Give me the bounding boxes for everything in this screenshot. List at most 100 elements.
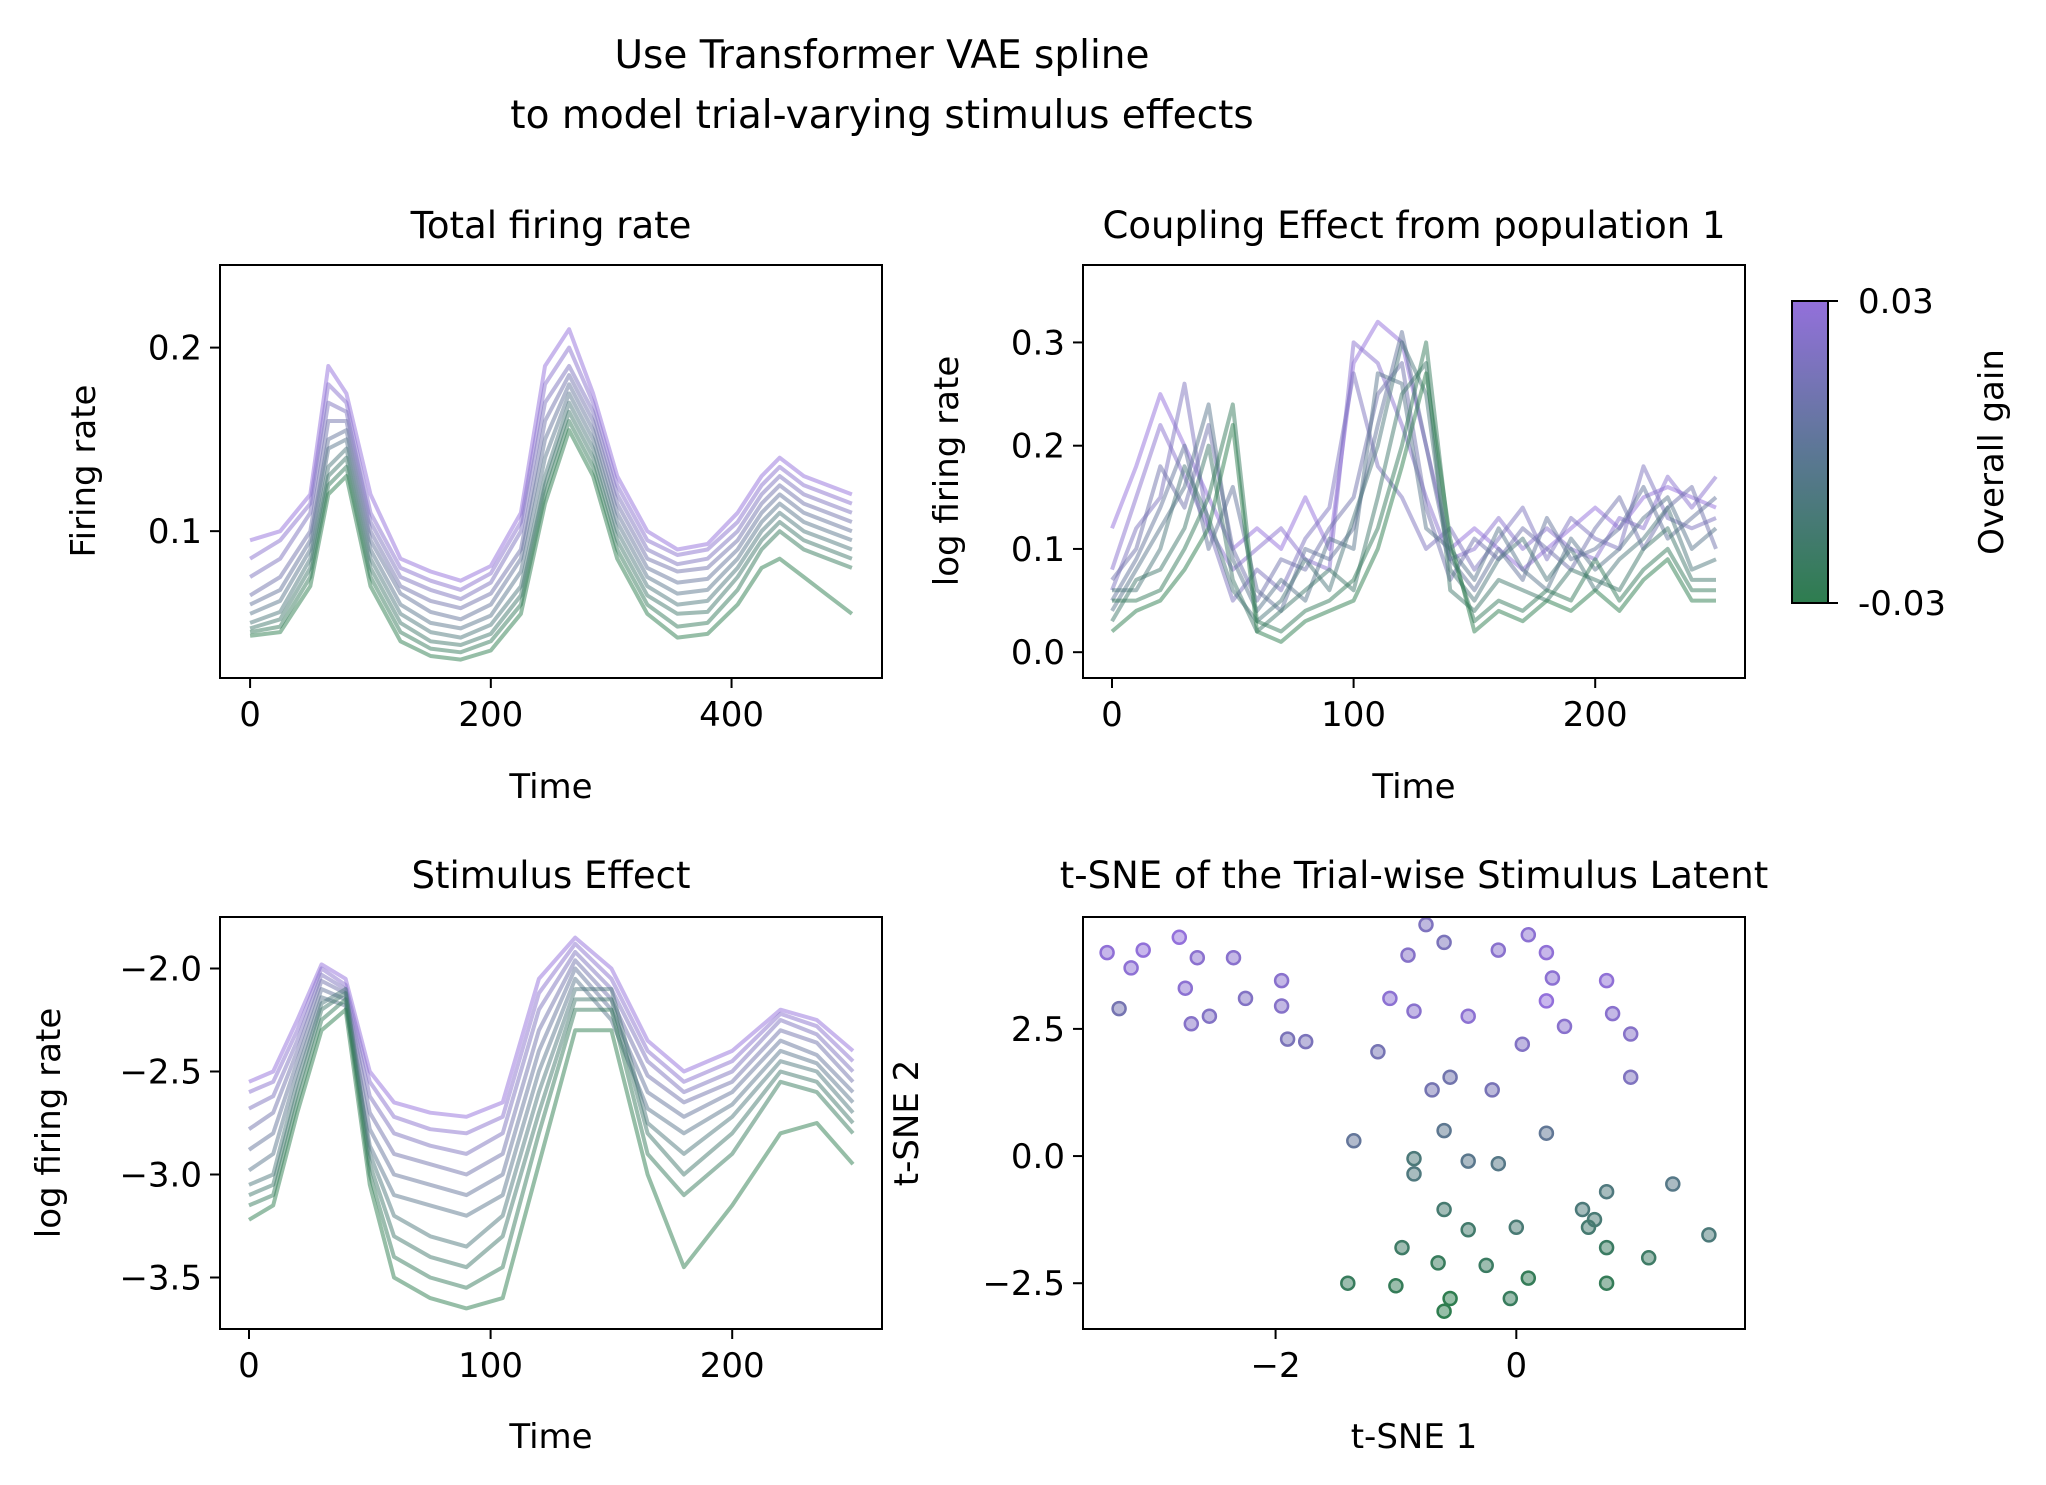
scatter-point-22: [1424, 1082, 1440, 1098]
series-line-2: [249, 364, 853, 602]
series-line-5: [249, 391, 853, 631]
x-axis-label: Time: [508, 1417, 592, 1457]
scatter-point-47: [1430, 1255, 1446, 1271]
x-tick-label: 100: [1321, 695, 1386, 735]
x-axis-label: Time: [508, 767, 592, 807]
scatter-point-1: [1111, 1000, 1127, 1017]
scatter-point-55: [1574, 1201, 1591, 1218]
panel-title: t-SNE of the Trial-wise Stimulus Latent: [1060, 854, 1768, 897]
series-line-1: [248, 941, 855, 1136]
plot-area: [247, 935, 855, 1311]
total-firing-rate-panel: Total firing rate 0 200 400 0.1 0.2 Time Fir…: [64, 204, 883, 807]
y-axis-label: log firing rate: [29, 1008, 69, 1238]
scatter-point-26: [1490, 942, 1507, 958]
scatter-point-61: [1640, 1250, 1657, 1266]
scatter-point-40: [1436, 1122, 1452, 1139]
axes-frame: [219, 916, 883, 1330]
x-tick-label: 0: [1101, 695, 1123, 735]
plot-area: [1110, 319, 1718, 644]
series-line-3: [247, 958, 855, 1177]
scatter-point-15: [1346, 1133, 1362, 1149]
stimulus-effect-panel: Stimulus Effect 0 100 200−2.0−2.5−3.0−3.5 …: [29, 854, 883, 1457]
y-tick-label: −2.5: [982, 1264, 1065, 1304]
scatter-point-62: [1665, 1176, 1681, 1192]
tick-marks: 0 100 200 0.0 0.1 0.2 0.3: [1011, 323, 1628, 735]
panel-title: Coupling Effect from population 1: [1103, 204, 1726, 247]
scatter-point-45: [1394, 1239, 1410, 1256]
series-line-4: [247, 966, 855, 1198]
series-line-6: [1112, 340, 1717, 624]
series-line-3: [1110, 361, 1718, 603]
scatter-point-49: [1520, 1270, 1537, 1286]
scatter-point-30: [1544, 970, 1561, 986]
y-axis-label: t-SNE 2: [887, 1060, 927, 1187]
x-tick-label: 0: [1505, 1346, 1527, 1386]
scatter-point-28: [1520, 927, 1537, 943]
scatter-point-51: [1388, 1278, 1404, 1294]
scatter-point-20: [1418, 916, 1434, 933]
scatter-point-57: [1580, 1219, 1597, 1236]
x-tick-label: 0: [238, 1346, 260, 1386]
series-line-8: [248, 997, 855, 1290]
series-line-5: [247, 976, 855, 1218]
scatter-point-50: [1340, 1275, 1356, 1291]
scatter-point-46: [1508, 1219, 1525, 1236]
scatter-point-60: [1598, 1275, 1615, 1291]
x-tick-label: 400: [699, 695, 764, 735]
axes-frame: [219, 264, 883, 679]
scatter-point-13: [1279, 1031, 1296, 1047]
series-line-8: [1112, 340, 1716, 634]
series-line-0: [248, 935, 855, 1119]
scatter-point-11: [1273, 972, 1290, 989]
colorbar-label: Overall gain: [1972, 349, 2012, 555]
x-tick-label: 200: [458, 695, 523, 735]
y-tick-label: 0.2: [1011, 427, 1065, 467]
y-tick-label: −2.5: [119, 1053, 202, 1093]
panel-title: Stimulus Effect: [411, 854, 690, 897]
y-tick-label: −3.5: [119, 1259, 202, 1299]
scatter-point-25: [1484, 1082, 1500, 1098]
y-tick-label: 0.0: [1011, 1137, 1065, 1177]
coupling-effect-panel: Coupling Effect from population 1 0 100 20…: [927, 204, 1746, 807]
scatter-point-58: [1598, 1183, 1615, 1200]
scatter-point-12: [1273, 998, 1290, 1014]
tsne-panel: t-SNE of the Trial-wise Stimulus Latent …: [887, 854, 1768, 1457]
scatter-point-8: [1201, 1008, 1218, 1024]
series-line-6: [248, 987, 855, 1249]
series-line-7: [249, 409, 853, 647]
scatter-point-34: [1598, 972, 1615, 989]
series-line-4: [249, 382, 853, 622]
y-tick-label: 0.1: [148, 512, 202, 552]
colorbar-min-label: -0.03: [1858, 584, 1946, 624]
plot-area: [1099, 916, 1717, 1319]
series-line-1: [249, 345, 853, 592]
scatter-point-23: [1442, 1069, 1458, 1085]
x-axis-label: Time: [1371, 767, 1455, 807]
x-tick-label: 100: [458, 1346, 523, 1386]
y-tick-label: 2.5: [1011, 1010, 1065, 1050]
scatter-point-7: [1183, 1016, 1200, 1032]
series-line-9: [247, 1007, 855, 1311]
scatter-point-48: [1478, 1257, 1494, 1274]
x-tick-label: 0: [239, 695, 261, 735]
scatter-point-33: [1538, 1125, 1555, 1141]
axes-frame: [1082, 916, 1746, 1330]
scatter-point-4: [1171, 929, 1188, 946]
scatter-point-54: [1502, 1290, 1519, 1307]
scatter-point-31: [1538, 993, 1555, 1009]
scatter-point-17: [1382, 990, 1398, 1007]
scatter-point-21: [1436, 934, 1452, 951]
series-line-8: [249, 419, 853, 655]
tick-marks: −2 0 2.5 0.0 −2.5: [982, 1010, 1527, 1386]
scatter-point-14: [1297, 1033, 1314, 1050]
scatter-point-59: [1598, 1239, 1615, 1256]
y-tick-label: 0.3: [1011, 323, 1065, 363]
axes-frame: [1082, 264, 1746, 679]
plot-area: [249, 327, 854, 662]
figure-title-line-1: Use Transformer VAE spline: [614, 33, 1149, 78]
scatter-point-6: [1189, 949, 1206, 966]
scatter-point-32: [1556, 1018, 1573, 1035]
y-tick-label: 0.0: [1011, 633, 1065, 673]
x-tick-label: 200: [700, 1346, 765, 1386]
